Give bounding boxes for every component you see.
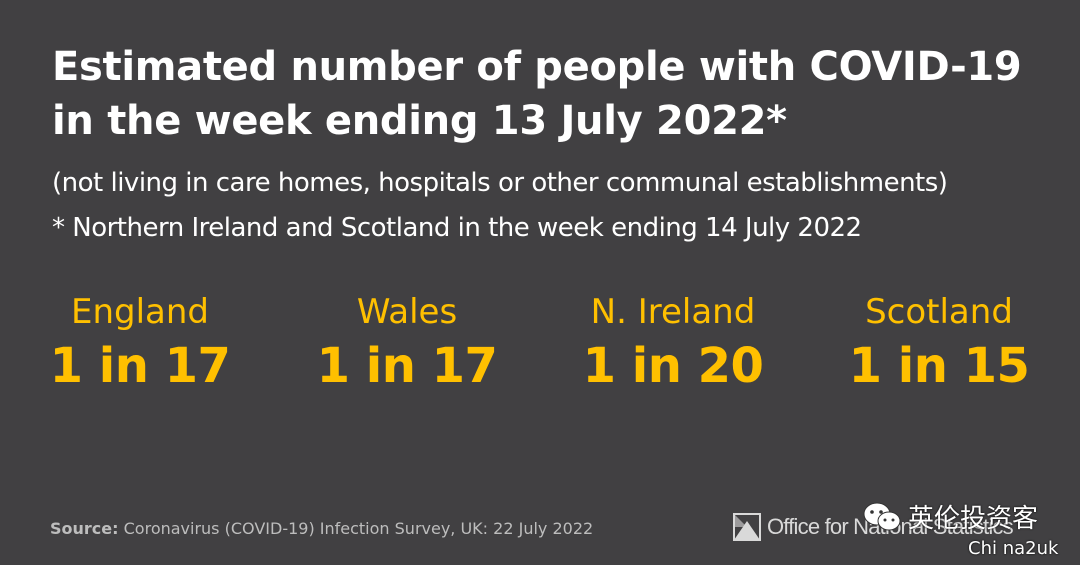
source-text: Coronavirus (COVID-19) Infection Survey,… [123,519,594,538]
source-label: Source: [50,519,119,538]
stat-value: 1 in 15 [848,338,1030,394]
watermark-handle: Chi na2uk [968,538,1059,559]
subtitle-footnote: * Northern Ireland and Scotland in the w… [52,213,862,243]
stat-region-label: England [70,292,210,332]
watermark-text: 英伦投资客 [908,504,1039,534]
stat-region-label: Wales [356,292,458,332]
stat-region-label: Scotland [865,292,1013,332]
stats-row: England 1 in 17 Wales 1 in 17 N. Ireland… [0,290,1080,410]
ons-logo-icon [733,513,761,541]
stat-region-label: N. Ireland [590,292,756,332]
stat-value: 1 in 17 [49,338,231,394]
stat-value: 1 in 20 [582,338,764,394]
wechat-icon [863,502,901,530]
stat-wales: Wales 1 in 17 [277,290,537,398]
page-title: Estimated number of people with COVID-19… [52,40,1052,148]
stat-northern-ireland: N. Ireland 1 in 20 [543,290,803,398]
title-line-1: Estimated number of people with COVID-19 [52,44,1022,90]
stat-england: England 1 in 17 [10,290,270,398]
subtitle-scope: (not living in care homes, hospitals or … [52,168,948,198]
stat-value: 1 in 17 [316,338,498,394]
watermark: 英伦投资客 [862,498,1038,535]
stat-scotland: Scotland 1 in 15 [809,290,1069,398]
title-line-2: in the week ending 13 July 2022* [52,98,787,144]
source-note: Source: Coronavirus (COVID-19) Infection… [50,517,593,541]
